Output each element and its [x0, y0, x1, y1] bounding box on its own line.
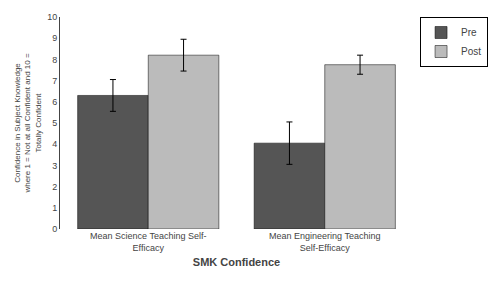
svg-text:5: 5 [52, 118, 57, 128]
svg-text:0: 0 [52, 224, 57, 234]
svg-text:8: 8 [52, 55, 57, 65]
svg-text:9: 9 [52, 33, 57, 43]
svg-text:3: 3 [52, 161, 57, 171]
svg-text:Pre: Pre [461, 27, 477, 38]
svg-text:SMK Confidence: SMK Confidence [193, 256, 280, 268]
svg-text:10: 10 [47, 12, 57, 22]
svg-text:1: 1 [52, 203, 57, 213]
svg-text:2: 2 [52, 182, 57, 192]
svg-text:Confidence in Subject Knowledg: Confidence in Subject Knowledgewhere 1 =… [13, 53, 43, 194]
svg-text:7: 7 [52, 76, 57, 86]
svg-text:Post: Post [461, 46, 481, 57]
svg-text:Mean Engineering TeachingSelf-: Mean Engineering TeachingSelf-Efficacy [269, 231, 380, 253]
svg-text:4: 4 [52, 139, 57, 149]
svg-text:Mean Science Teaching Self-Eff: Mean Science Teaching Self-Efficacy [90, 231, 206, 253]
svg-text:6: 6 [52, 97, 57, 107]
